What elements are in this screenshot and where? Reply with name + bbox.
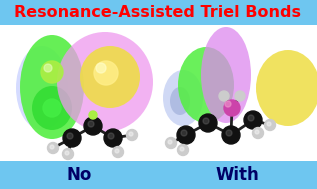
Circle shape <box>94 61 118 85</box>
Text: With: With <box>215 166 259 184</box>
Ellipse shape <box>256 50 317 126</box>
Circle shape <box>180 147 184 151</box>
Circle shape <box>199 114 217 132</box>
Ellipse shape <box>170 87 190 115</box>
Bar <box>0 25 317 161</box>
Circle shape <box>108 133 114 139</box>
Ellipse shape <box>57 32 153 132</box>
Bar <box>0 161 317 189</box>
Circle shape <box>84 117 102 135</box>
Circle shape <box>253 128 263 139</box>
Circle shape <box>225 101 231 107</box>
Circle shape <box>41 61 63 83</box>
Ellipse shape <box>201 27 251 123</box>
Ellipse shape <box>20 35 84 139</box>
Circle shape <box>264 119 275 130</box>
Circle shape <box>96 63 106 73</box>
Circle shape <box>219 91 229 101</box>
Circle shape <box>48 143 59 153</box>
Circle shape <box>113 146 124 157</box>
Circle shape <box>181 130 187 136</box>
Circle shape <box>67 133 73 139</box>
Ellipse shape <box>80 46 140 108</box>
Circle shape <box>244 111 262 129</box>
Circle shape <box>168 140 172 144</box>
Ellipse shape <box>178 47 234 123</box>
Circle shape <box>222 126 240 144</box>
Circle shape <box>63 129 81 147</box>
Circle shape <box>62 149 74 160</box>
Circle shape <box>50 145 54 149</box>
Circle shape <box>104 129 122 147</box>
Bar <box>0 0 317 25</box>
Text: Resonance-Assisted Triel Bonds: Resonance-Assisted Triel Bonds <box>15 5 301 20</box>
Circle shape <box>177 126 195 144</box>
Circle shape <box>65 151 69 155</box>
Circle shape <box>224 100 240 116</box>
Circle shape <box>165 138 177 149</box>
Ellipse shape <box>32 86 72 130</box>
Circle shape <box>255 130 259 134</box>
Circle shape <box>129 132 133 136</box>
Circle shape <box>178 145 189 156</box>
Ellipse shape <box>163 70 203 126</box>
Circle shape <box>235 91 245 101</box>
Circle shape <box>248 115 254 121</box>
Circle shape <box>88 121 94 127</box>
Circle shape <box>226 130 232 136</box>
Circle shape <box>203 118 209 124</box>
Text: No: No <box>66 166 92 184</box>
Circle shape <box>43 99 61 117</box>
Circle shape <box>44 64 52 72</box>
Circle shape <box>89 111 97 119</box>
Circle shape <box>115 149 119 153</box>
Circle shape <box>126 129 138 140</box>
Ellipse shape <box>16 46 68 130</box>
Circle shape <box>267 122 271 126</box>
